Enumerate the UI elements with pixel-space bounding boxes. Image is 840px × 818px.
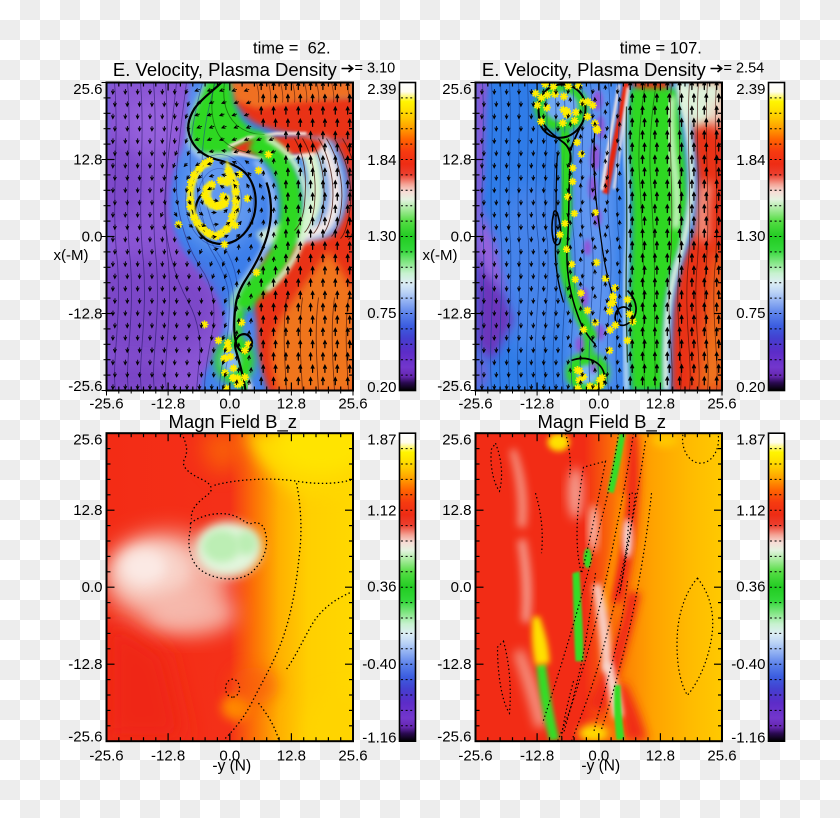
- svg-text:25.6: 25.6: [442, 432, 471, 449]
- svg-text:0.0: 0.0: [219, 396, 240, 413]
- svg-text:-12.8: -12.8: [520, 396, 554, 413]
- svg-text:12.8: 12.8: [442, 152, 471, 169]
- svg-text:0.20: 0.20: [736, 379, 765, 396]
- svg-text:Magn Field B_z: Magn Field B_z: [538, 411, 667, 433]
- svg-text:1.30: 1.30: [736, 228, 765, 245]
- svg-text:12.8: 12.8: [73, 152, 102, 169]
- svg-text:-0.40: -0.40: [362, 656, 396, 673]
- svg-text:0.0: 0.0: [588, 748, 609, 765]
- svg-text:12.8: 12.8: [646, 748, 675, 765]
- svg-text:-1.16: -1.16: [362, 730, 396, 747]
- svg-text:2.39: 2.39: [367, 81, 396, 98]
- svg-text:12.8: 12.8: [646, 396, 675, 413]
- svg-text:x(-M): x(-M): [54, 247, 89, 264]
- svg-text:-y (N): -y (N): [212, 758, 251, 775]
- svg-text:-12.8: -12.8: [437, 306, 471, 323]
- svg-text:-12.8: -12.8: [520, 748, 554, 765]
- svg-text:0.0: 0.0: [451, 579, 472, 596]
- svg-text:25.6: 25.6: [707, 396, 736, 413]
- svg-text:1.12: 1.12: [736, 503, 765, 520]
- svg-text:-12.8: -12.8: [151, 396, 185, 413]
- svg-text:0.20: 0.20: [367, 379, 396, 396]
- svg-text:0.0: 0.0: [451, 229, 472, 246]
- svg-text:25.6: 25.6: [73, 81, 102, 98]
- svg-text:1.12: 1.12: [367, 503, 396, 520]
- svg-text:-25.6: -25.6: [68, 729, 102, 746]
- svg-text:Magn Field B_z: Magn Field B_z: [169, 411, 298, 433]
- svg-text:0.75: 0.75: [367, 305, 396, 322]
- svg-text:12.8: 12.8: [73, 502, 102, 519]
- svg-text:-12.8: -12.8: [68, 306, 102, 323]
- svg-text:12.8: 12.8: [442, 502, 471, 519]
- svg-text:E. Velocity, Plasma Density: E. Velocity, Plasma Density: [113, 59, 338, 80]
- svg-text:-1.16: -1.16: [731, 730, 765, 747]
- svg-text:0.0: 0.0: [82, 229, 103, 246]
- svg-text:-25.6: -25.6: [89, 396, 123, 413]
- svg-text:0.0: 0.0: [588, 396, 609, 413]
- svg-text:12.8: 12.8: [277, 396, 306, 413]
- svg-text:-25.6: -25.6: [458, 396, 492, 413]
- svg-text:25.6: 25.6: [707, 748, 736, 765]
- svg-text:0.36: 0.36: [736, 579, 765, 596]
- svg-text:time = 107.: time = 107.: [620, 40, 702, 58]
- svg-text:= 2.54: = 2.54: [724, 61, 765, 77]
- svg-text:E. Velocity, Plasma Density: E. Velocity, Plasma Density: [482, 59, 707, 80]
- svg-text:12.8: 12.8: [277, 748, 306, 765]
- svg-text:25.6: 25.6: [338, 748, 367, 765]
- svg-text:0.75: 0.75: [736, 305, 765, 322]
- svg-text:= 3.10: = 3.10: [355, 61, 396, 77]
- svg-text:-25.6: -25.6: [89, 748, 123, 765]
- svg-text:1.84: 1.84: [367, 152, 396, 169]
- svg-text:0.0: 0.0: [219, 748, 240, 765]
- svg-text:1.87: 1.87: [736, 432, 765, 449]
- svg-text:-25.6: -25.6: [437, 378, 471, 395]
- svg-text:25.6: 25.6: [338, 396, 367, 413]
- svg-text:25.6: 25.6: [73, 432, 102, 449]
- svg-text:1.30: 1.30: [367, 228, 396, 245]
- svg-text:-y (N): -y (N): [581, 758, 620, 775]
- svg-text:1.84: 1.84: [736, 152, 765, 169]
- svg-text:-25.6: -25.6: [68, 378, 102, 395]
- svg-text:-25.6: -25.6: [458, 748, 492, 765]
- svg-text:time = 62.: time = 62.: [253, 40, 331, 58]
- svg-text:-12.8: -12.8: [68, 656, 102, 673]
- svg-text:0.0: 0.0: [82, 579, 103, 596]
- svg-text:0.36: 0.36: [367, 579, 396, 596]
- svg-text:-12.8: -12.8: [437, 656, 471, 673]
- svg-text:x(-M): x(-M): [423, 247, 458, 264]
- svg-text:-12.8: -12.8: [151, 748, 185, 765]
- svg-text:25.6: 25.6: [442, 81, 471, 98]
- svg-text:-0.40: -0.40: [731, 656, 765, 673]
- svg-text:-25.6: -25.6: [437, 729, 471, 746]
- svg-text:1.87: 1.87: [367, 432, 396, 449]
- svg-text:2.39: 2.39: [736, 81, 765, 98]
